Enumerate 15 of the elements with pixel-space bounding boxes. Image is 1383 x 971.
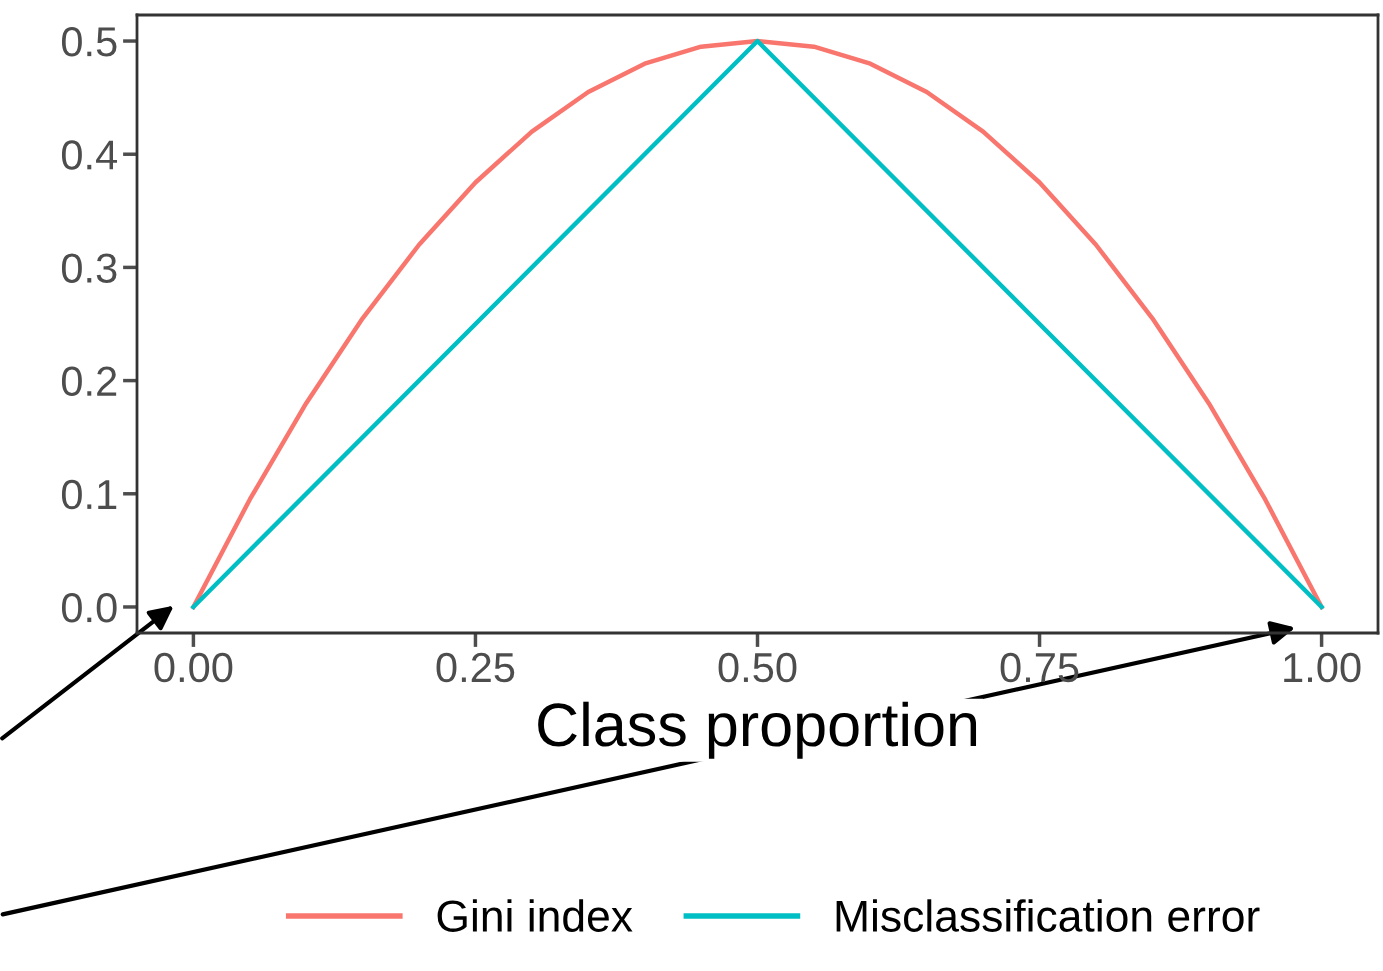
y-tick-label: 0.5: [61, 27, 117, 57]
y-tick-label: 0.0: [61, 592, 117, 623]
y-tick-label: 0.3: [61, 253, 117, 283]
legend-label: Gini index: [437, 899, 633, 932]
x-tick-label: 0.00: [154, 652, 233, 683]
x-tick-label: 0.75: [1000, 652, 1079, 683]
x-tick-label: 1.00: [1284, 652, 1361, 683]
line-series: [191, 38, 1324, 610]
y-tick-label: 0.4: [61, 140, 118, 170]
x-tick-label: 0.50: [718, 652, 797, 683]
x-axis-title: Class proportion: [538, 701, 977, 759]
x-tick-label: 0.25: [436, 652, 515, 683]
legend-label: Misclassification error: [836, 899, 1260, 932]
y-tick-label: 0.2: [61, 366, 117, 397]
y-tick-label: 0.1: [61, 479, 117, 510]
